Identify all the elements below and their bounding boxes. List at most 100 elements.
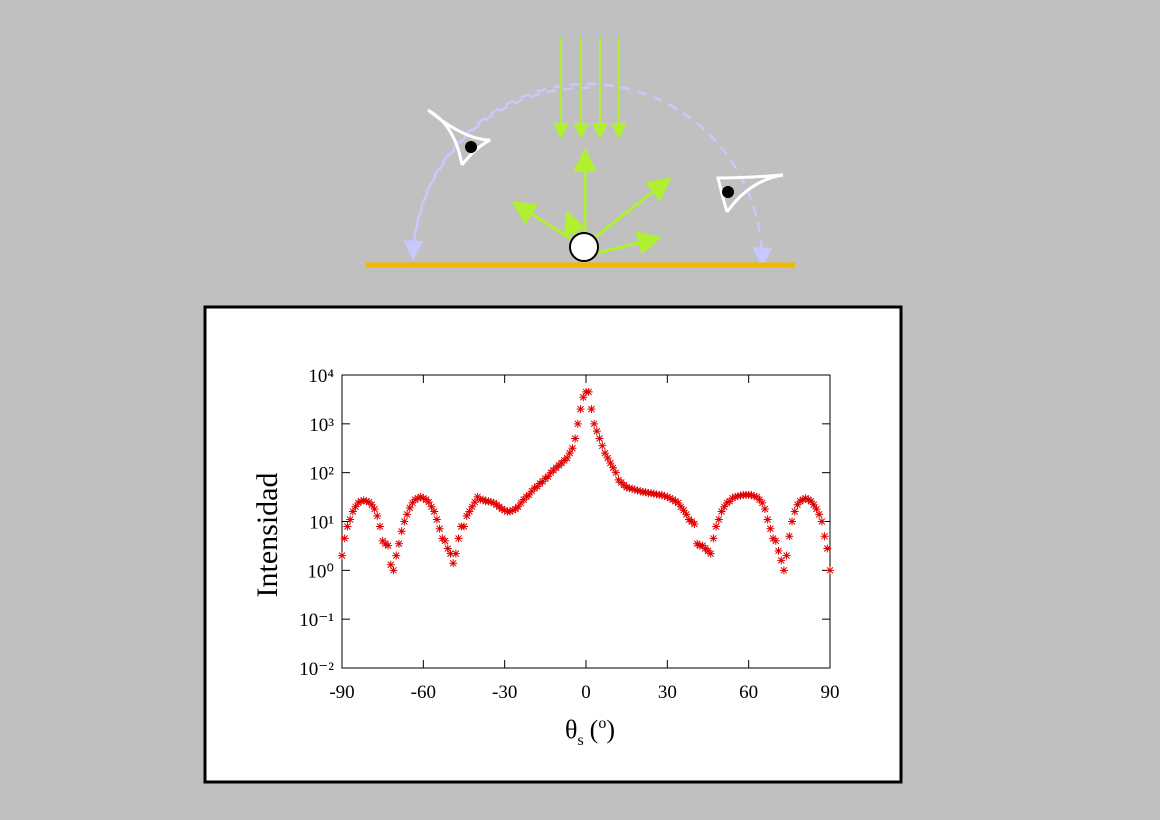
data-point: [690, 519, 699, 528]
data-point: [573, 419, 582, 428]
data-point: [346, 515, 355, 524]
data-point: [413, 494, 422, 503]
incident-rays: [553, 38, 627, 139]
data-point: [397, 527, 406, 536]
data-point: [774, 546, 783, 555]
data-point: [666, 494, 675, 503]
data-point: [443, 544, 452, 553]
data-point: [454, 534, 463, 543]
data-point: [592, 427, 601, 436]
data-point: [611, 468, 620, 477]
data-point: [679, 506, 688, 515]
data-point: [381, 539, 390, 548]
data-point: [807, 497, 816, 506]
data-point: [394, 539, 403, 548]
ray: [596, 231, 662, 255]
data-point: [430, 507, 439, 516]
data-point: [717, 507, 726, 516]
data-point: [389, 566, 398, 575]
diagram: [366, 38, 795, 268]
data-point: [606, 458, 615, 467]
data-point: [793, 500, 802, 509]
data-point: [441, 536, 450, 545]
data-point: [801, 494, 810, 503]
data-point: [600, 449, 609, 458]
data-point: [763, 515, 772, 524]
data-point: [598, 441, 607, 450]
data-point: [541, 474, 550, 483]
y-tick-label: 10¹: [309, 513, 334, 534]
data-point: [435, 524, 444, 533]
data-point: [359, 496, 368, 505]
scan-arc: [403, 86, 591, 261]
data-point: [424, 498, 433, 507]
data-point: [777, 556, 786, 565]
data-point: [484, 497, 493, 506]
data-point: [622, 483, 631, 492]
x-tick-label: -60: [411, 682, 436, 703]
data-point: [790, 507, 799, 516]
data-point: [563, 453, 572, 462]
data-point: [416, 492, 425, 501]
data-point: [782, 551, 791, 560]
data-point: [590, 419, 599, 428]
data-point: [370, 505, 379, 514]
data-point: [356, 497, 365, 506]
y-axis-label: Intensidad: [251, 473, 284, 598]
data-point: [674, 498, 683, 507]
data-point: [609, 463, 618, 472]
y-tick-label: 10⁻¹: [299, 610, 334, 631]
data-point: [427, 502, 436, 511]
data-point: [796, 497, 805, 506]
data-point: [636, 487, 645, 496]
data-point: [579, 393, 588, 402]
data-point: [766, 524, 775, 533]
data-point: [478, 495, 487, 504]
data-point: [649, 489, 658, 498]
data-point: [817, 517, 826, 526]
data-point: [411, 495, 420, 504]
data-point: [647, 489, 656, 498]
data-point: [449, 559, 458, 568]
x-label-part: o: [598, 715, 606, 732]
data-point: [354, 498, 363, 507]
data-point: [568, 444, 577, 453]
data-point: [660, 492, 669, 501]
data-point: [460, 522, 468, 531]
data-point: [338, 551, 346, 560]
x-tick-label: -90: [329, 682, 354, 703]
data-point: [657, 490, 666, 499]
data-point: [419, 494, 428, 503]
data-point: [446, 549, 455, 558]
data-point: [750, 492, 759, 501]
data-point: [432, 515, 441, 524]
data-point: [468, 502, 477, 511]
data-point: [733, 492, 742, 501]
data-point: [603, 453, 612, 462]
x-tick-label: 60: [739, 682, 758, 703]
data-point: [728, 494, 737, 503]
data-point: [826, 566, 834, 575]
data-point: [470, 498, 479, 507]
data-point: [367, 500, 376, 509]
data-point: [804, 495, 813, 504]
data-point: [630, 485, 639, 494]
data-point: [788, 517, 797, 526]
x-axis-label: θs (o): [565, 715, 615, 749]
data-point: [530, 484, 539, 493]
data-point: [668, 495, 677, 504]
data-point: [798, 495, 807, 504]
data-point: [712, 522, 721, 531]
data-point: [714, 515, 723, 524]
eye-outline: [427, 108, 491, 166]
data-point: [375, 522, 384, 531]
data-point: [500, 506, 509, 515]
data-point: [451, 549, 460, 558]
data-point: [544, 472, 553, 481]
data-point: [812, 505, 821, 514]
eye-right: [716, 173, 784, 213]
data-point: [771, 536, 780, 545]
data-point: [403, 510, 412, 519]
